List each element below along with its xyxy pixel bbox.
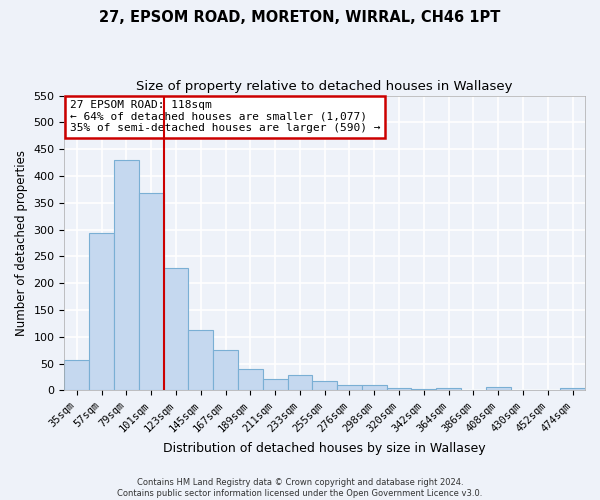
Bar — [436, 388, 461, 390]
Bar — [64, 360, 89, 390]
Bar — [263, 379, 287, 390]
X-axis label: Distribution of detached houses by size in Wallasey: Distribution of detached houses by size … — [163, 442, 486, 455]
Bar — [213, 350, 238, 391]
Bar — [337, 385, 362, 390]
Bar — [412, 388, 436, 390]
Bar — [486, 387, 511, 390]
Text: Contains HM Land Registry data © Crown copyright and database right 2024.
Contai: Contains HM Land Registry data © Crown c… — [118, 478, 482, 498]
Bar — [114, 160, 139, 390]
Bar — [139, 193, 164, 390]
Bar — [188, 330, 213, 390]
Bar — [313, 380, 337, 390]
Title: Size of property relative to detached houses in Wallasey: Size of property relative to detached ho… — [136, 80, 513, 93]
Bar — [287, 375, 313, 390]
Text: 27, EPSOM ROAD, MORETON, WIRRAL, CH46 1PT: 27, EPSOM ROAD, MORETON, WIRRAL, CH46 1P… — [100, 10, 500, 25]
Bar — [164, 268, 188, 390]
Text: 27 EPSOM ROAD: 118sqm
← 64% of detached houses are smaller (1,077)
35% of semi-d: 27 EPSOM ROAD: 118sqm ← 64% of detached … — [70, 100, 380, 133]
Bar — [238, 370, 263, 390]
Bar — [560, 388, 585, 390]
Y-axis label: Number of detached properties: Number of detached properties — [15, 150, 28, 336]
Bar — [386, 388, 412, 390]
Bar — [362, 385, 386, 390]
Bar — [89, 234, 114, 390]
